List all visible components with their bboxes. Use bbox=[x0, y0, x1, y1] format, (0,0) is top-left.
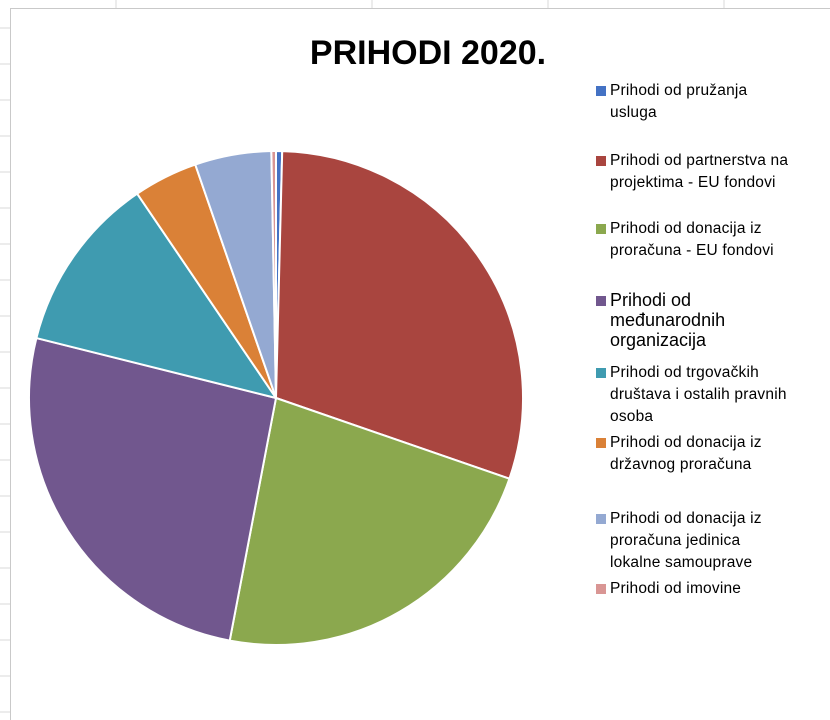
pie-slice-5[interactable] bbox=[35, 192, 277, 399]
chart-title: PRIHODI 2020. bbox=[309, 34, 547, 72]
pie-slice-2[interactable] bbox=[275, 150, 524, 480]
pie-slice-8[interactable] bbox=[270, 149, 277, 399]
pie-slice-3[interactable] bbox=[228, 397, 511, 646]
pie-slice-4[interactable] bbox=[28, 337, 277, 642]
